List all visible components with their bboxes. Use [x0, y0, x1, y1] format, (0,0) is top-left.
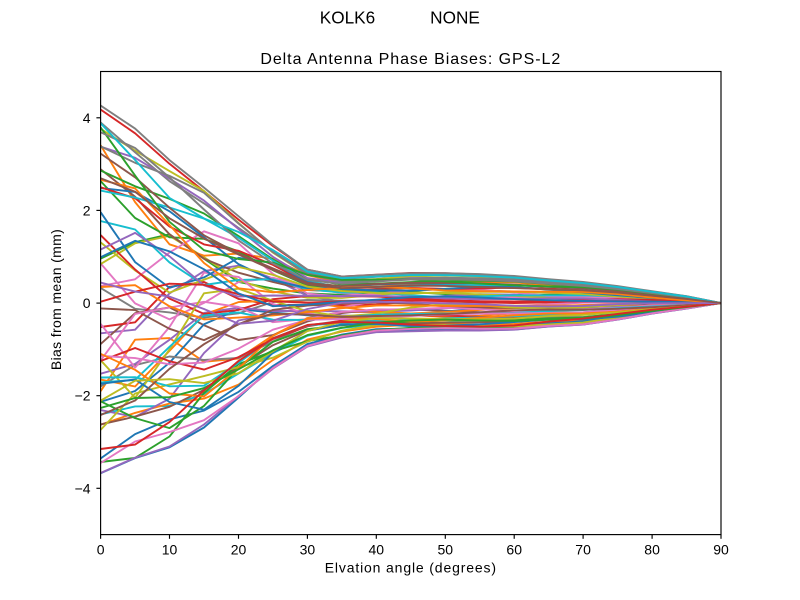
svg-text:Bias from mean (mm): Bias from mean (mm) — [48, 229, 64, 370]
svg-text:2: 2 — [83, 202, 91, 218]
svg-text:−4: −4 — [75, 480, 91, 496]
svg-text:10: 10 — [162, 542, 178, 558]
svg-text:40: 40 — [369, 542, 385, 558]
svg-text:−2: −2 — [75, 388, 91, 404]
svg-text:4: 4 — [83, 110, 91, 126]
svg-text:60: 60 — [506, 542, 522, 558]
svg-text:KOLK6: KOLK6 — [320, 8, 375, 28]
svg-text:30: 30 — [300, 542, 316, 558]
svg-text:80: 80 — [644, 542, 660, 558]
svg-text:50: 50 — [438, 542, 454, 558]
svg-text:NONE: NONE — [430, 8, 480, 28]
svg-text:0: 0 — [97, 542, 105, 558]
svg-text:Delta Antenna Phase Biases: GP: Delta Antenna Phase Biases: GPS-L2 — [260, 51, 561, 68]
svg-text:70: 70 — [575, 542, 591, 558]
svg-text:Elvation angle (degrees): Elvation angle (degrees) — [325, 560, 497, 576]
svg-text:20: 20 — [231, 542, 247, 558]
svg-text:0: 0 — [83, 295, 91, 311]
svg-text:90: 90 — [713, 542, 729, 558]
